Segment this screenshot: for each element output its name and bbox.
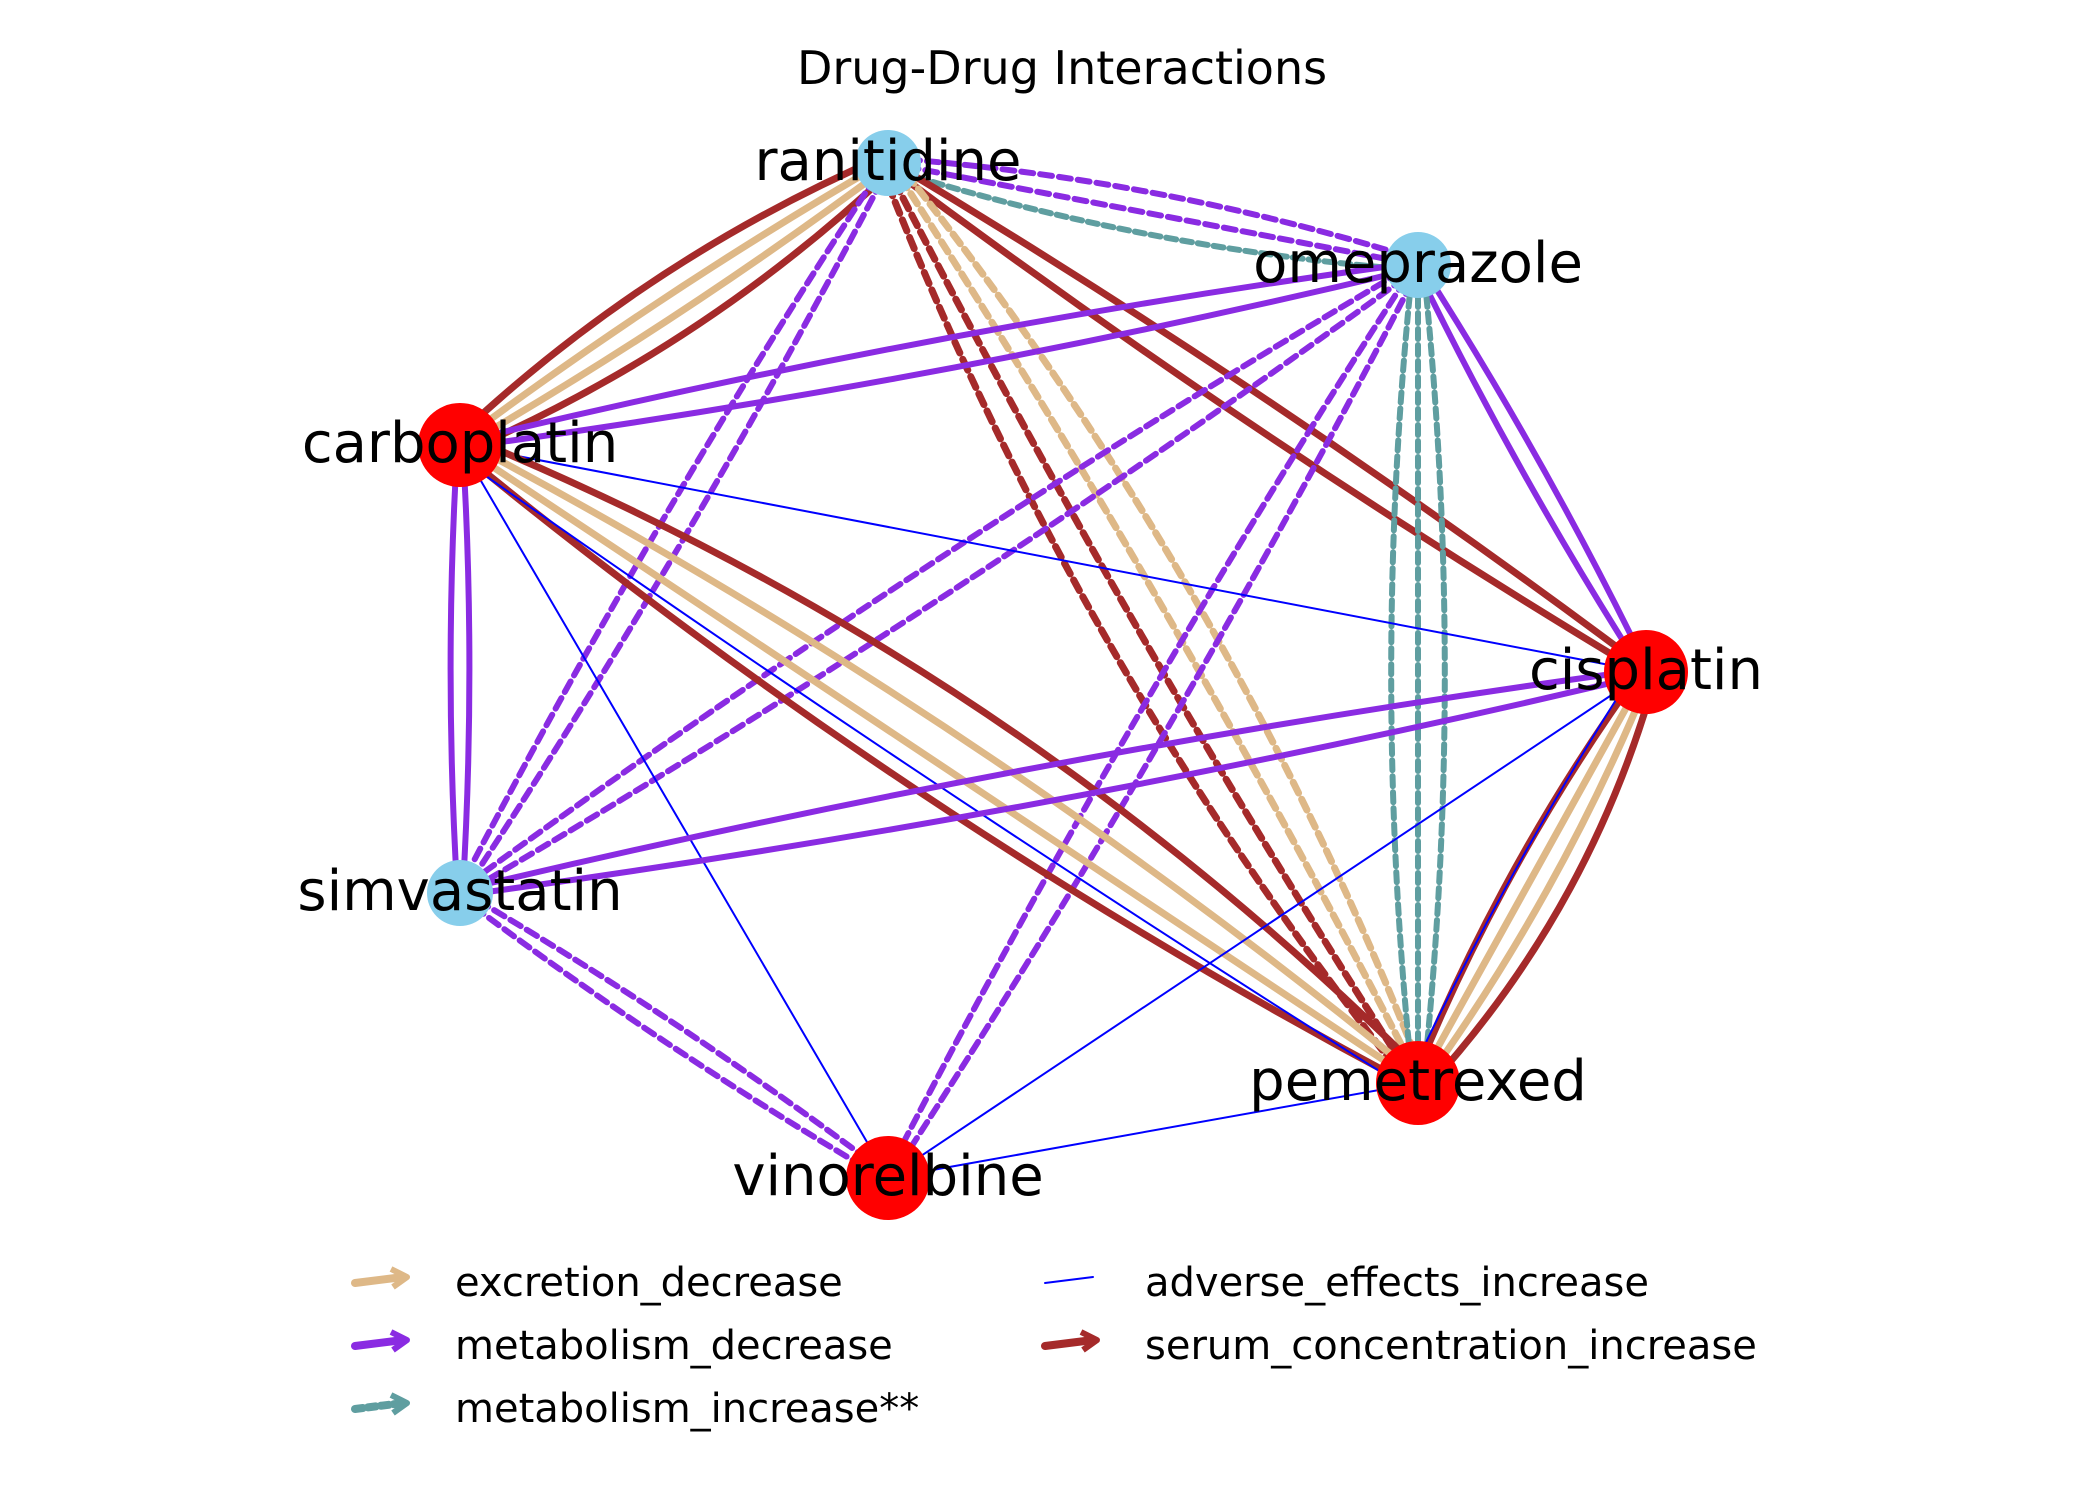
edge-ranitidine-omeprazole-metabolism-decrease bbox=[885, 160, 1421, 268]
edge-ranitidine-cisplatin-serum-concentration-increase bbox=[885, 157, 1651, 674]
node-omeprazole bbox=[1385, 232, 1451, 298]
edge-simvastatin-vinorelbine-metabolism-decrease bbox=[458, 887, 893, 1179]
legend: excretion_decrease adverse_effects_increa… bbox=[351, 1260, 1757, 1432]
edge-omeprazole-cisplatin-metabolism-decrease bbox=[1412, 263, 1647, 677]
legend-swatch-excretion-decrease bbox=[351, 1273, 407, 1287]
edge-cisplatin-pemetrexed-excretion-decrease bbox=[1414, 668, 1650, 1087]
legend-label: metabolism_increase** bbox=[455, 1386, 919, 1432]
edge-ranitidine-pemetrexed-serum-concentration-increase bbox=[877, 163, 1415, 1091]
legend-label: metabolism_decrease bbox=[455, 1323, 893, 1369]
edge-carboplatin-simvastatin-metabolism-decrease bbox=[459, 442, 473, 896]
edge-simvastatin-cisplatin-metabolism-decrease bbox=[456, 666, 1649, 894]
edge-cisplatin-pemetrexed-serum-concentration-increase bbox=[1410, 666, 1645, 1084]
edge-pemetrexed-vinorelbine-adverse-effects-increase bbox=[887, 1082, 1419, 1179]
edge-carboplatin-vinorelbine-adverse-effects-increase bbox=[459, 444, 889, 1179]
edge-ranitidine-carboplatin-serum-concentration-increase bbox=[452, 153, 888, 442]
edge-ranitidine-carboplatin-excretion-decrease bbox=[455, 157, 891, 447]
node-pemetrexed bbox=[1376, 1041, 1460, 1125]
legend-arrow-icon bbox=[1079, 1329, 1100, 1353]
edges-layer bbox=[447, 153, 1659, 1184]
edge-simvastatin-cisplatin-metabolism-decrease bbox=[457, 671, 1650, 899]
node-label-pemetrexed: pemetrexed bbox=[1249, 1049, 1587, 1114]
edge-ranitidine-carboplatin-excretion-decrease bbox=[457, 161, 893, 451]
edge-carboplatin-pemetrexed-adverse-effects-increase bbox=[453, 452, 1414, 1093]
legend-arrow-icon bbox=[389, 1266, 410, 1290]
chart-title: Drug-Drug Interactions bbox=[797, 41, 1327, 95]
legend-item-metabolism-decrease: metabolism_decrease bbox=[351, 1323, 893, 1369]
node-label-vinorelbine: vinorelbine bbox=[732, 1144, 1043, 1209]
edge-omeprazole-vinorelbine-metabolism-decrease bbox=[882, 260, 1419, 1180]
legend-swatch-metabolism-decrease bbox=[351, 1336, 407, 1350]
node-label-ranitidine: ranitidine bbox=[755, 129, 1022, 194]
legend-item-excretion-decrease: excretion_decrease bbox=[351, 1260, 843, 1306]
node-vinorelbine bbox=[846, 1136, 930, 1220]
edge-ranitidine-pemetrexed-excretion-decrease bbox=[891, 155, 1429, 1083]
edge-omeprazole-simvastatin-metabolism-decrease bbox=[455, 259, 1420, 894]
node-cisplatin bbox=[1604, 630, 1688, 714]
edge-carboplatin-simvastatin-metabolism-decrease bbox=[447, 442, 461, 896]
edge-cisplatin-vinorelbine-adverse-effects-increase bbox=[887, 671, 1647, 1179]
node-label-omeprazole: omeprazole bbox=[1253, 231, 1583, 296]
edge-omeprazole-cisplatin-metabolism-decrease bbox=[1417, 260, 1652, 674]
legend-swatch-metabolism-increase bbox=[351, 1399, 407, 1413]
edge-omeprazole-simvastatin-metabolism-decrease bbox=[458, 264, 1423, 899]
node-carboplatin bbox=[418, 403, 502, 487]
edge-omeprazole-pemetrexed-metabolism-increase bbox=[1420, 262, 1448, 1086]
edge-carboplatin-pemetrexed-excretion-decrease bbox=[459, 437, 1425, 1083]
legend-label: excretion_decrease bbox=[455, 1260, 843, 1306]
legend-item-serum-concentration-increase: serum_concentration_increase bbox=[1041, 1323, 1757, 1369]
edge-cisplatin-pemetrexed-excretion-decrease bbox=[1419, 671, 1654, 1089]
edge-carboplatin-pemetrexed-serum-concentration-increase bbox=[462, 432, 1428, 1078]
edge-omeprazole-carboplatin-metabolism-decrease bbox=[456, 259, 1421, 446]
legend-swatch-adverse-effects-increase bbox=[1044, 1276, 1094, 1284]
edge-cisplatin-pemetrexed-adverse-effects-increase bbox=[1407, 666, 1638, 1079]
node-ranitidine bbox=[855, 130, 921, 196]
node-label-simvastatin: simvastatin bbox=[297, 859, 622, 924]
legend-label: adverse_effects_increase bbox=[1145, 1260, 1649, 1306]
legend-arrow-icon bbox=[389, 1392, 410, 1416]
labels-layer: ranitidine omeprazole carboplatin cisplatin… bbox=[297, 129, 1763, 1209]
edge-ranitidine-pemetrexed-excretion-decrease bbox=[886, 158, 1424, 1086]
edge-ranitidine-cisplatin-serum-concentration-increase bbox=[883, 161, 1649, 678]
legend-item-metabolism-increase: metabolism_increase** bbox=[351, 1386, 919, 1432]
node-label-carboplatin: carboplatin bbox=[302, 411, 618, 476]
edge-carboplatin-cisplatin-adverse-effects-increase bbox=[459, 444, 1647, 673]
edge-ranitidine-pemetrexed-serum-concentration-increase bbox=[882, 160, 1420, 1088]
legend-item-adverse-effects-increase: adverse_effects_increase bbox=[1044, 1260, 1649, 1306]
edge-omeprazole-vinorelbine-metabolism-decrease bbox=[887, 263, 1424, 1183]
edge-omeprazole-pemetrexed-metabolism-increase bbox=[1388, 262, 1416, 1086]
edge-carboplatin-pemetrexed-excretion-decrease bbox=[456, 441, 1422, 1087]
edge-ranitidine-simvastatin-metabolism-decrease bbox=[454, 158, 889, 895]
edge-cisplatin-pemetrexed-serum-concentration-increase bbox=[1423, 673, 1659, 1092]
edge-simvastatin-vinorelbine-metabolism-decrease bbox=[455, 892, 890, 1184]
nodes-layer bbox=[418, 130, 1688, 1220]
edge-ranitidine-omeprazole-metabolism-increase bbox=[884, 165, 1420, 274]
edge-omeprazole-carboplatin-metabolism-decrease bbox=[457, 264, 1422, 451]
edge-ranitidine-carboplatin-serum-concentration-increase bbox=[460, 166, 896, 455]
legend-label: serum_concentration_increase bbox=[1145, 1323, 1757, 1369]
node-simvastatin bbox=[427, 860, 493, 926]
edge-ranitidine-omeprazole-metabolism-decrease bbox=[886, 154, 1422, 263]
node-label-cisplatin: cisplatin bbox=[1529, 638, 1763, 703]
legend-swatch-serum-concentration-increase bbox=[1041, 1336, 1097, 1350]
legend-arrow-icon bbox=[389, 1329, 410, 1353]
